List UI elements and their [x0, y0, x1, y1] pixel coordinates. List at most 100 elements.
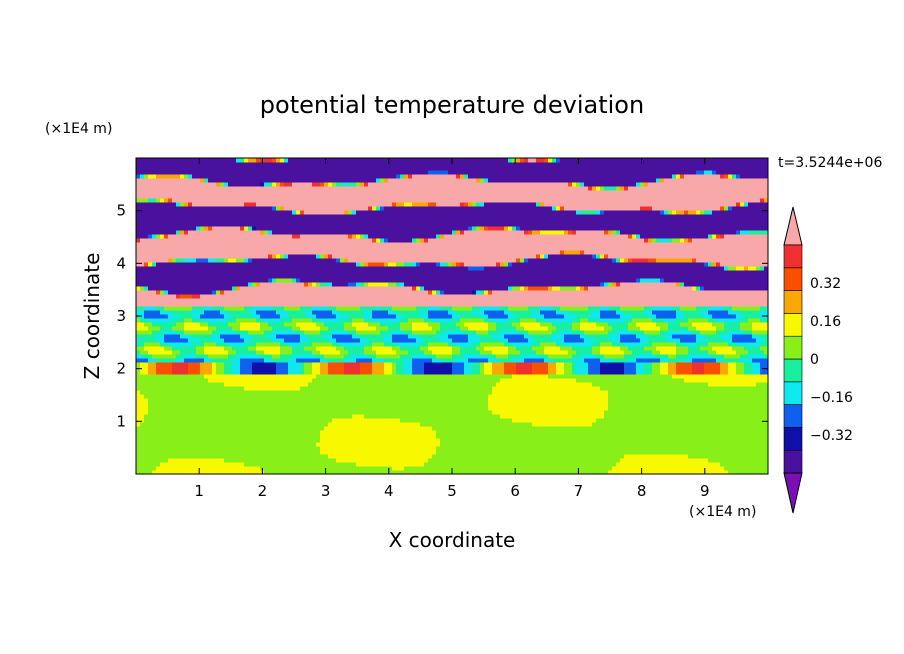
field-cell	[588, 382, 593, 387]
field-cell	[712, 470, 717, 475]
field-cell	[568, 414, 573, 419]
field-cell	[640, 398, 645, 403]
field-cell	[656, 462, 661, 467]
field-cell	[392, 442, 397, 447]
field-cell	[604, 450, 609, 455]
field-cell	[168, 366, 173, 371]
field-cell	[416, 370, 421, 375]
field-cell	[412, 442, 417, 447]
field-cell	[628, 426, 633, 431]
field-cell	[212, 406, 217, 411]
field-cell	[360, 346, 365, 351]
field-cell	[324, 402, 329, 407]
field-cell	[500, 394, 505, 399]
field-cell	[372, 434, 377, 439]
field-cell	[600, 358, 605, 363]
field-cell	[620, 398, 625, 403]
field-cell	[392, 378, 397, 383]
field-cell	[280, 414, 285, 419]
field-cell	[240, 438, 245, 443]
field-cell	[528, 466, 533, 471]
field-cell	[624, 442, 629, 447]
field-cell	[164, 418, 169, 423]
field-cell	[184, 442, 189, 447]
field-cell	[140, 382, 145, 387]
field-cell	[388, 362, 393, 367]
field-cell	[532, 386, 537, 391]
field-cell	[608, 434, 613, 439]
field-cell	[616, 422, 621, 427]
field-cell	[216, 422, 221, 427]
field-cell	[620, 362, 625, 367]
field-cell	[572, 434, 577, 439]
field-cell	[576, 406, 581, 411]
field-cell	[644, 402, 649, 407]
field-cell	[380, 466, 385, 471]
field-cell	[588, 422, 593, 427]
field-cell	[724, 418, 729, 423]
field-cell	[340, 450, 345, 455]
field-cell	[464, 414, 469, 419]
field-cell	[368, 402, 373, 407]
field-cell	[632, 470, 637, 475]
field-cell	[612, 406, 617, 411]
field-cell	[576, 454, 581, 459]
field-cell	[396, 414, 401, 419]
field-cell	[692, 438, 697, 443]
field-cell	[284, 346, 289, 351]
field-cell	[276, 378, 281, 383]
field-cell	[328, 418, 333, 423]
field-cell	[424, 430, 429, 435]
field-cell	[612, 434, 617, 439]
field-cell	[464, 394, 469, 399]
field-cell	[740, 366, 745, 371]
field-cell	[512, 354, 517, 359]
field-cell	[324, 370, 329, 375]
field-cell	[196, 462, 201, 467]
field-cell	[724, 382, 729, 387]
field-cell	[496, 362, 501, 367]
field-cell	[160, 378, 165, 383]
field-cell	[404, 450, 409, 455]
field-cell	[312, 430, 317, 435]
field-cell	[276, 414, 281, 419]
field-cell	[732, 418, 737, 423]
field-cell	[168, 394, 173, 399]
field-cell	[436, 462, 441, 467]
field-cell	[680, 450, 685, 455]
field-cell	[652, 386, 657, 391]
field-cell	[692, 362, 697, 367]
field-cell	[456, 458, 461, 463]
field-cell	[504, 418, 509, 423]
field-cell	[712, 350, 717, 355]
field-cell	[580, 406, 585, 411]
field-cell	[412, 446, 417, 451]
field-cell	[488, 418, 493, 423]
field-cell	[336, 450, 341, 455]
field-cell	[664, 446, 669, 451]
field-cell	[600, 426, 605, 431]
field-cell	[548, 458, 553, 463]
field-cell	[312, 394, 317, 399]
field-cell	[688, 414, 693, 419]
field-cell	[376, 398, 381, 403]
field-cell	[708, 426, 713, 431]
field-cell	[400, 358, 405, 363]
field-cell	[192, 458, 197, 463]
field-cell	[248, 466, 253, 471]
field-cell	[304, 450, 309, 455]
field-cell	[272, 434, 277, 439]
field-cell	[624, 366, 629, 371]
field-cell	[488, 406, 493, 411]
field-cell	[440, 350, 445, 355]
field-cell	[676, 350, 681, 355]
field-cell	[256, 410, 261, 415]
field-cell	[456, 358, 461, 363]
field-cell	[484, 450, 489, 455]
field-cell	[220, 466, 225, 471]
field-cell	[148, 410, 153, 415]
field-cell	[220, 434, 225, 439]
field-cell	[752, 394, 757, 399]
field-cell	[472, 378, 477, 383]
field-cell	[492, 458, 497, 463]
